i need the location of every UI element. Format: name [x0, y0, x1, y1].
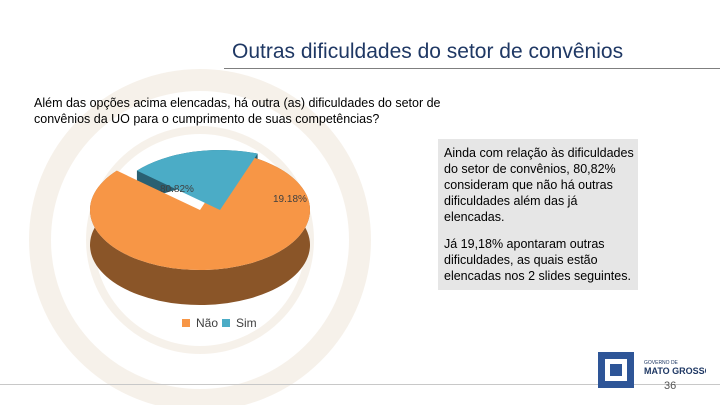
chart-legend: Não Sim: [182, 316, 257, 330]
footer-divider: [0, 384, 720, 385]
page-number: 36: [664, 380, 677, 392]
survey-question: Além das opções acima elencadas, há outr…: [34, 96, 441, 126]
commentary-paragraph-1: Ainda com relação às dificuldades do set…: [444, 146, 634, 224]
pie-slice-sim: [136, 150, 258, 210]
legend-label-sim: Sim: [236, 316, 257, 330]
logo-text-bottom: MATO GROSSO: [644, 366, 706, 376]
title-divider: [224, 68, 720, 69]
logo-text-top: GOVERNO DE: [644, 360, 679, 366]
data-label-sim: 19.18%: [273, 194, 307, 205]
data-label-nao: 80.82%: [160, 184, 194, 195]
legend-swatch-sim: [222, 319, 231, 327]
commentary-paragraph-2: Já 19,18% apontaram outras dificuldades,…: [444, 237, 631, 283]
legend-swatch-nao: [182, 319, 190, 327]
commentary-box: [438, 139, 638, 290]
slide-title: Outras dificuldades do setor de convênio…: [232, 40, 624, 63]
commentary-text: Ainda com relação às dificuldades do set…: [444, 145, 634, 295]
state-seal-watermark: [29, 69, 371, 405]
pie-chart: 80.82% 19.18%: [89, 150, 310, 305]
government-logo: GOVERNO DE MATO GROSSO: [598, 352, 706, 388]
pie-slice-nao: [89, 153, 310, 270]
legend-label-nao: Não: [196, 316, 219, 330]
